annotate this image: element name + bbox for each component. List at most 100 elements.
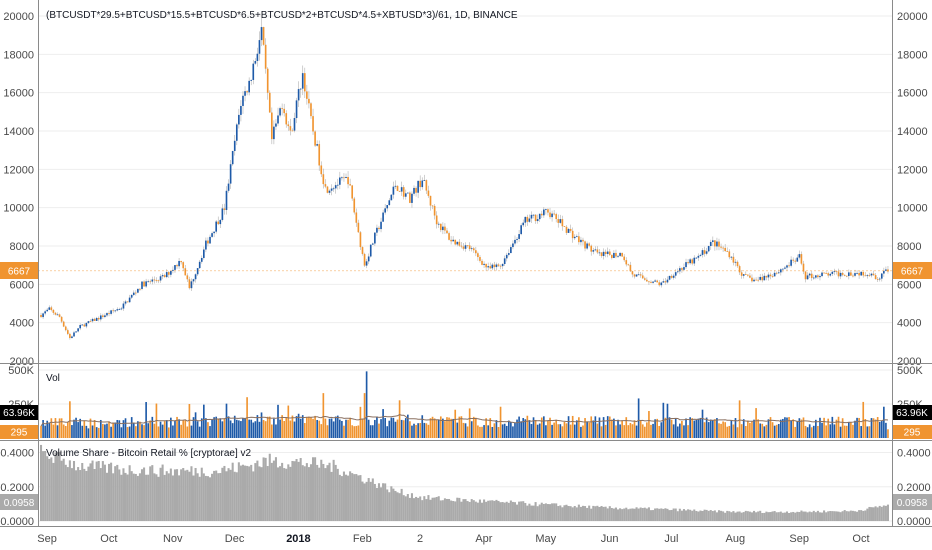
- volume-bar[interactable]: [450, 418, 452, 438]
- volume-bar[interactable]: [740, 424, 743, 438]
- candle[interactable]: [664, 278, 667, 285]
- volume-bar[interactable]: [343, 425, 345, 438]
- volume-bar[interactable]: [808, 424, 811, 438]
- candle[interactable]: [555, 212, 558, 223]
- volume-bar[interactable]: [773, 425, 776, 438]
- volume-bar[interactable]: [559, 424, 562, 438]
- volume-bar[interactable]: [635, 425, 638, 438]
- candle[interactable]: [371, 242, 374, 245]
- volume-bar[interactable]: [499, 406, 502, 438]
- volume-bar[interactable]: [796, 420, 799, 438]
- candle[interactable]: [592, 247, 595, 255]
- volume-bar[interactable]: [147, 423, 150, 438]
- candle[interactable]: [676, 268, 679, 274]
- candle[interactable]: [728, 249, 731, 260]
- volume-bar[interactable]: [555, 419, 558, 438]
- volume-bar[interactable]: [322, 393, 325, 438]
- candle[interactable]: [126, 301, 129, 303]
- candle[interactable]: [808, 272, 811, 278]
- candle[interactable]: [108, 310, 110, 317]
- candle[interactable]: [812, 274, 815, 280]
- volume-bar[interactable]: [619, 424, 621, 438]
- candle[interactable]: [718, 238, 720, 251]
- candle[interactable]: [407, 192, 409, 194]
- volume-bar[interactable]: [880, 421, 883, 438]
- candle[interactable]: [99, 313, 102, 322]
- candle[interactable]: [66, 328, 69, 336]
- volume-bar[interactable]: [545, 425, 547, 438]
- candle[interactable]: [670, 274, 673, 279]
- volume-bar[interactable]: [664, 417, 667, 438]
- volume-bar[interactable]: [118, 420, 121, 438]
- candle[interactable]: [615, 249, 617, 259]
- candle[interactable]: [132, 290, 135, 297]
- volume-bar[interactable]: [837, 416, 840, 438]
- volume-bar[interactable]: [839, 426, 842, 438]
- volume-bar[interactable]: [332, 421, 335, 438]
- candle[interactable]: [442, 222, 444, 235]
- volume-bar[interactable]: [357, 425, 360, 438]
- candle[interactable]: [390, 194, 393, 201]
- volume-bar[interactable]: [730, 420, 733, 438]
- candle[interactable]: [660, 281, 663, 288]
- volume-bar[interactable]: [318, 420, 321, 438]
- volume-bar[interactable]: [97, 427, 100, 438]
- candle[interactable]: [777, 269, 780, 274]
- volume-bar[interactable]: [800, 419, 803, 438]
- candle[interactable]: [646, 277, 648, 282]
- volume-bar[interactable]: [512, 426, 514, 438]
- candle[interactable]: [188, 276, 191, 290]
- candle[interactable]: [452, 236, 454, 242]
- candle[interactable]: [736, 260, 739, 268]
- candle[interactable]: [301, 65, 304, 96]
- volume-bar[interactable]: [878, 421, 881, 438]
- candle[interactable]: [852, 273, 854, 278]
- candle[interactable]: [341, 176, 343, 181]
- candle[interactable]: [85, 322, 88, 329]
- volume-bar[interactable]: [240, 421, 242, 438]
- volume-bar[interactable]: [388, 420, 391, 438]
- volume-bar[interactable]: [757, 419, 759, 438]
- volume-bar[interactable]: [264, 421, 267, 438]
- volume-bar[interactable]: [742, 419, 745, 438]
- volume-bar[interactable]: [419, 423, 422, 438]
- candle[interactable]: [495, 262, 498, 271]
- candle[interactable]: [157, 279, 160, 284]
- candle[interactable]: [817, 274, 819, 279]
- candle[interactable]: [679, 265, 681, 275]
- candle[interactable]: [775, 271, 778, 275]
- candle[interactable]: [611, 254, 613, 260]
- volume-bar[interactable]: [52, 424, 55, 438]
- volume-bar[interactable]: [736, 427, 739, 438]
- candle[interactable]: [149, 279, 152, 284]
- candle[interactable]: [868, 272, 871, 277]
- candle[interactable]: [244, 86, 246, 102]
- volume-bar[interactable]: [514, 422, 516, 438]
- volume-bar[interactable]: [376, 416, 378, 438]
- volume-bar[interactable]: [386, 426, 389, 438]
- volume-bar[interactable]: [209, 426, 211, 438]
- candle[interactable]: [747, 274, 749, 277]
- candle[interactable]: [330, 184, 333, 196]
- volume-bar[interactable]: [835, 419, 838, 438]
- volume-bar[interactable]: [854, 420, 856, 438]
- volume-bar[interactable]: [617, 419, 619, 438]
- candle[interactable]: [186, 273, 189, 282]
- volume-bar[interactable]: [563, 421, 566, 438]
- volume-bar[interactable]: [339, 419, 341, 438]
- candle[interactable]: [804, 270, 807, 283]
- candle[interactable]: [629, 261, 632, 272]
- volume-bar[interactable]: [363, 393, 366, 438]
- candle[interactable]: [565, 224, 568, 235]
- volume-bar[interactable]: [779, 419, 782, 438]
- volume-bar[interactable]: [374, 419, 376, 438]
- candle[interactable]: [306, 84, 308, 105]
- candle[interactable]: [641, 272, 644, 279]
- volume-bar[interactable]: [683, 425, 685, 438]
- candle[interactable]: [549, 207, 551, 220]
- volume-bar[interactable]: [130, 417, 133, 438]
- candle[interactable]: [266, 67, 269, 100]
- candle[interactable]: [578, 232, 580, 245]
- volume-bar[interactable]: [868, 426, 871, 438]
- volume-bar[interactable]: [104, 424, 106, 438]
